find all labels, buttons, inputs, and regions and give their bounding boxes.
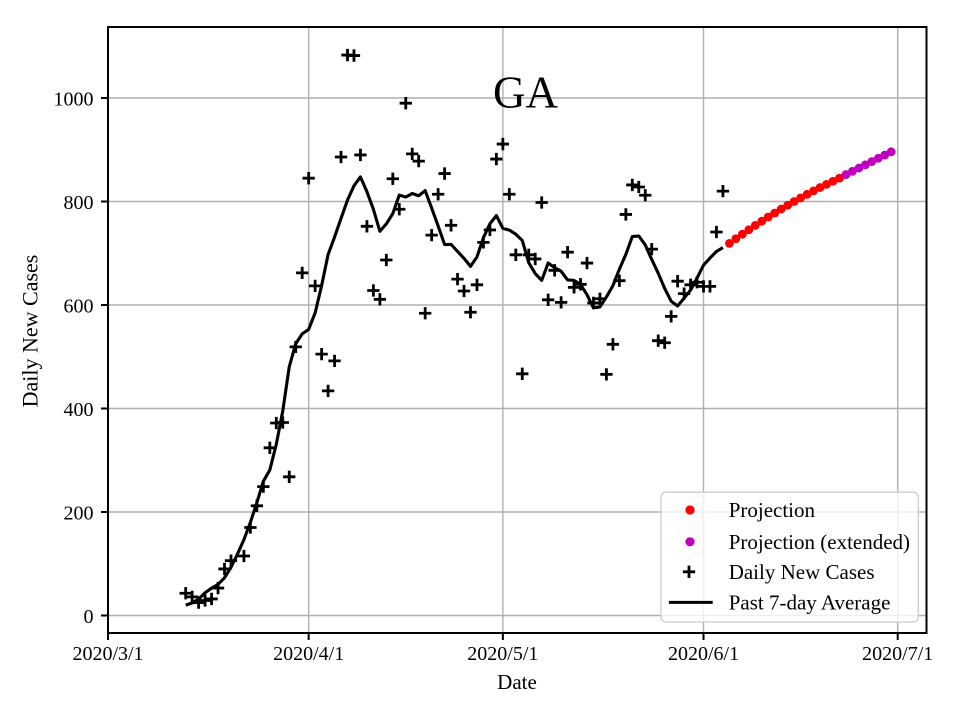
svg-text:400: 400 <box>64 399 94 421</box>
svg-text:200: 200 <box>64 502 94 524</box>
svg-text:600: 600 <box>64 295 94 317</box>
svg-text:2020/6/1: 2020/6/1 <box>668 643 739 665</box>
svg-text:2020/4/1: 2020/4/1 <box>273 643 344 665</box>
svg-text:Past 7-day Average: Past 7-day Average <box>729 591 891 615</box>
svg-text:1000: 1000 <box>54 88 94 110</box>
svg-text:Projection (extended): Projection (extended) <box>729 530 910 554</box>
svg-text:800: 800 <box>64 192 94 214</box>
svg-text:Daily New Cases: Daily New Cases <box>18 255 43 408</box>
svg-text:2020/7/1: 2020/7/1 <box>862 643 933 665</box>
svg-text:0: 0 <box>84 606 94 628</box>
svg-text:GA: GA <box>493 68 558 118</box>
svg-text:2020/3/1: 2020/3/1 <box>72 643 143 665</box>
svg-text:Projection: Projection <box>729 498 816 522</box>
svg-text:Date: Date <box>497 670 537 694</box>
svg-text:2020/5/1: 2020/5/1 <box>467 643 538 665</box>
svg-text:Daily New Cases: Daily New Cases <box>729 560 875 584</box>
